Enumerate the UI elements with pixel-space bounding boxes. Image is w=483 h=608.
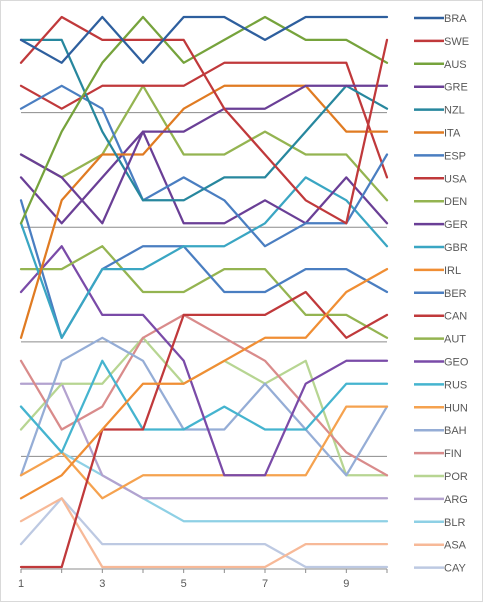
- legend-entry-gbr: GBR: [414, 242, 468, 254]
- gridlines: [21, 112, 387, 457]
- legend-entry-can: CAN: [414, 311, 467, 323]
- legend-label: HUN: [444, 402, 468, 414]
- legend-entry-bra: BRA: [414, 13, 467, 25]
- legend-label: RUS: [444, 379, 467, 391]
- series-line-aus: [19, 15, 389, 225]
- series-line-nzl: [19, 38, 389, 202]
- legend-label: ARG: [444, 494, 468, 506]
- legend-label: SWE: [444, 36, 469, 48]
- legend: BRA SWE AUS GRE NZL ITA ESP USA DEN GER GBR IRL BER C…: [414, 13, 469, 575]
- legend-label: FIN: [444, 448, 462, 460]
- legend-label: GRE: [444, 82, 468, 94]
- legend-entry-ber: BER: [414, 288, 467, 300]
- legend-entry-asa: ASA: [414, 540, 467, 552]
- legend-entry-ger: GER: [414, 219, 468, 231]
- legend-entry-arg: ARG: [414, 494, 468, 506]
- series-line-swe: [19, 15, 389, 225]
- legend-entry-por: POR: [414, 471, 468, 483]
- series-line-arg: [19, 382, 389, 500]
- legend-label: GER: [444, 219, 468, 231]
- series-line-aut: [19, 245, 389, 339]
- series-line-fin: [19, 313, 389, 477]
- series-line-esp: [19, 84, 389, 248]
- series-lines: [19, 15, 389, 569]
- legend-entry-aut: AUT: [414, 334, 466, 346]
- series-line-ger: [19, 130, 389, 225]
- legend-entry-fin: FIN: [414, 448, 462, 460]
- series-line-den: [19, 84, 389, 202]
- series-line-gbr: [19, 176, 389, 339]
- legend-entry-usa: USA: [414, 173, 467, 185]
- legend-label: DEN: [444, 196, 467, 208]
- x-tick-label: 3: [99, 578, 105, 590]
- legend-label: BER: [444, 288, 467, 300]
- legend-entry-irl: IRL: [414, 265, 461, 277]
- series-line-bah: [19, 336, 389, 477]
- series-line-geo: [19, 245, 389, 477]
- series-line-rus: [19, 359, 389, 454]
- legend-label: CAY: [444, 563, 466, 575]
- legend-entry-hun: HUN: [414, 402, 468, 414]
- legend-entry-aus: AUS: [414, 59, 467, 71]
- legend-entry-cay: CAY: [414, 563, 466, 575]
- series-line-irl: [19, 267, 389, 500]
- series-line-blr: [19, 405, 389, 523]
- x-tick-label: 5: [181, 578, 187, 590]
- legend-entry-nzl: NZL: [414, 105, 465, 117]
- legend-label: BLR: [444, 517, 465, 529]
- legend-label: ITA: [444, 128, 461, 140]
- x-tick-label: 1: [18, 578, 24, 590]
- series-line-cay: [19, 497, 389, 569]
- legend-entry-den: DEN: [414, 196, 467, 208]
- legend-label: NZL: [444, 105, 465, 117]
- series-line-gre: [19, 84, 389, 225]
- legend-label: AUS: [444, 59, 467, 71]
- x-tick-label: 7: [262, 578, 268, 590]
- legend-label: ASA: [444, 540, 467, 552]
- legend-entry-swe: SWE: [414, 36, 469, 48]
- legend-label: AUT: [444, 334, 466, 346]
- series-line-asa: [19, 497, 389, 569]
- series-line-hun: [19, 405, 389, 500]
- legend-label: IRL: [444, 265, 461, 277]
- legend-entry-ita: ITA: [414, 128, 461, 140]
- legend-label: BRA: [444, 13, 467, 25]
- legend-entry-geo: GEO: [414, 357, 469, 369]
- legend-entry-rus: RUS: [414, 379, 467, 391]
- x-tick-label: 9: [343, 578, 349, 590]
- legend-entry-bah: BAH: [414, 425, 467, 437]
- x-axis: 1 3 5 7 9: [18, 568, 388, 590]
- legend-label: USA: [444, 173, 467, 185]
- legend-entry-gre: GRE: [414, 82, 468, 94]
- legend-label: POR: [444, 471, 468, 483]
- legend-label: GBR: [444, 242, 468, 254]
- series-line-por: [19, 336, 389, 477]
- series-line-ita: [19, 84, 389, 339]
- legend-label: GEO: [444, 357, 469, 369]
- legend-entry-esp: ESP: [414, 150, 466, 162]
- legend-label: BAH: [444, 425, 467, 437]
- series-line-bra: [19, 15, 389, 64]
- legend-entry-blr: BLR: [414, 517, 465, 529]
- legend-label: ESP: [444, 150, 466, 162]
- legend-label: CAN: [444, 311, 467, 323]
